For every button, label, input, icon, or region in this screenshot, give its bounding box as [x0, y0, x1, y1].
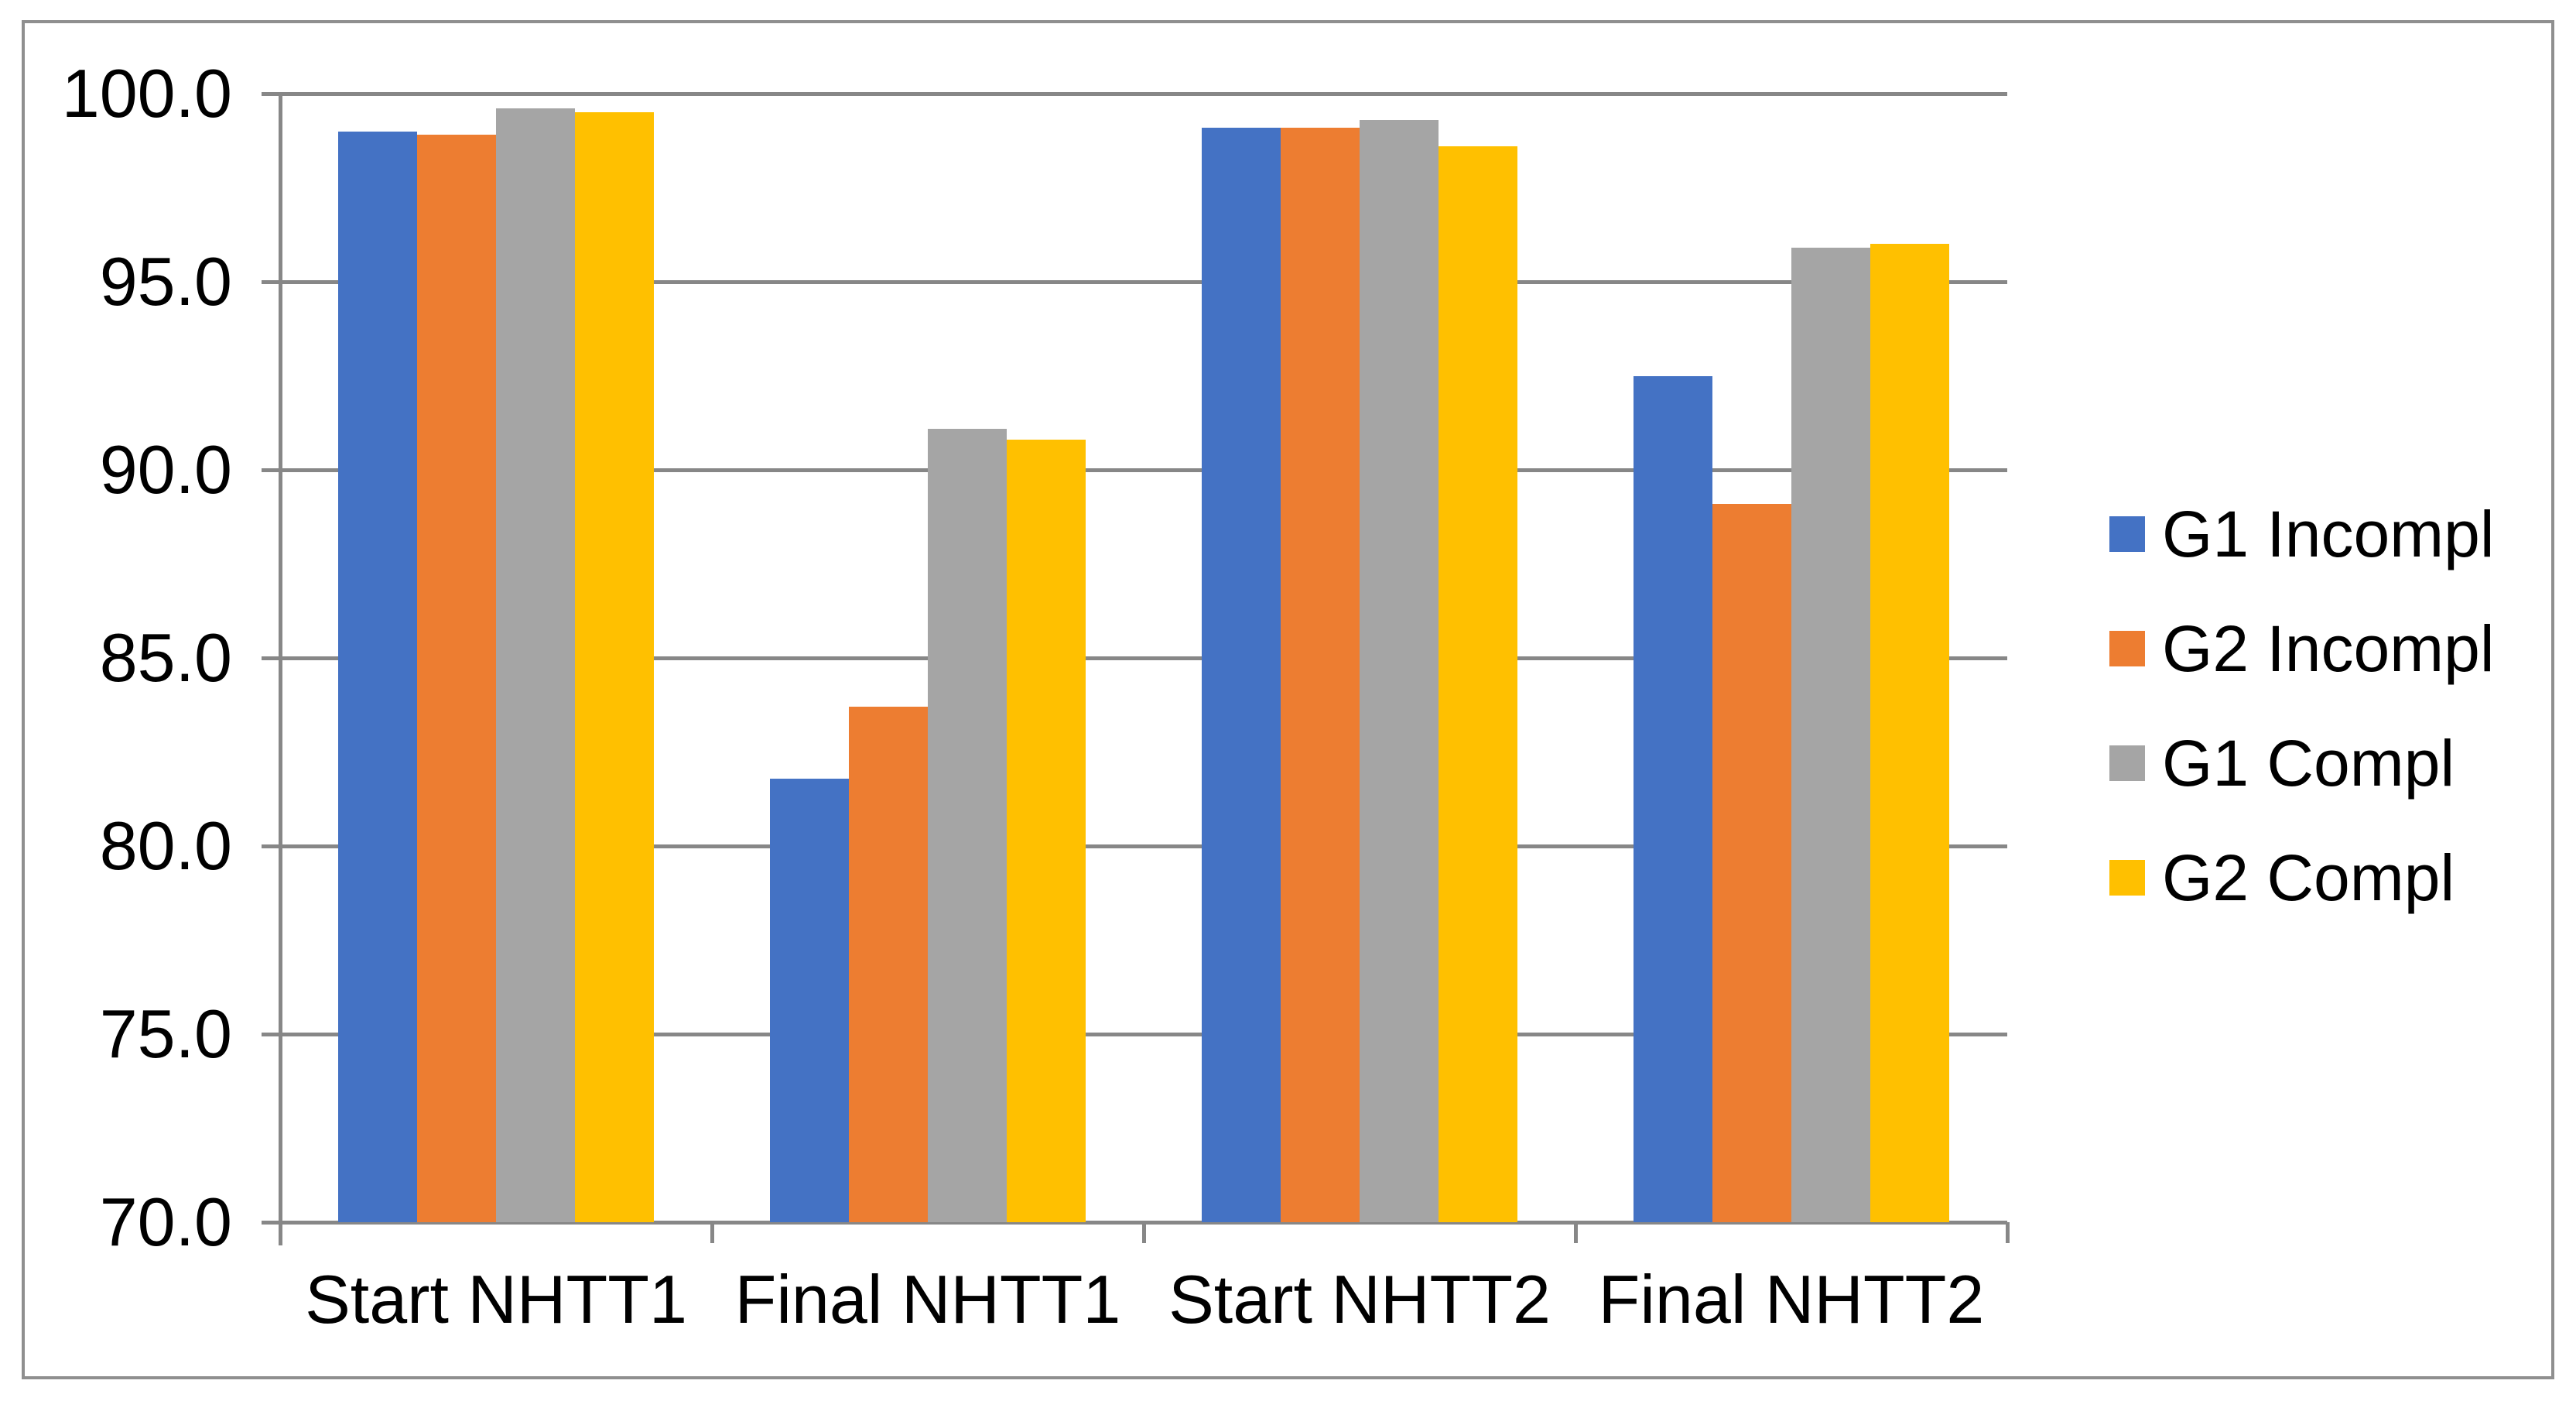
- bar-g2-compl-start-nhtt2: [1439, 146, 1517, 1222]
- x-axis-tick: [1141, 1222, 1146, 1243]
- bar-g1-compl-start-nhtt2: [1360, 120, 1439, 1222]
- bar-g2-incompl-final-nhtt1: [849, 707, 928, 1222]
- x-axis-category-label: Start NHTT2: [1168, 1261, 1551, 1338]
- gridline: [262, 468, 2007, 472]
- bar-g1-incompl-final-nhtt2: [1634, 375, 1712, 1222]
- chart-outer-border: [22, 20, 2554, 1379]
- bar-g2-compl-final-nhtt2: [1870, 244, 1949, 1222]
- y-axis-tick-label: 90.0: [99, 431, 232, 508]
- x-axis-tick: [278, 1222, 282, 1243]
- bar-g2-incompl-start-nhtt1: [417, 135, 496, 1222]
- y-axis-tick-label: 100.0: [61, 55, 232, 132]
- bar-g2-compl-start-nhtt1: [575, 112, 654, 1222]
- x-axis-category-label: Final NHTT2: [1598, 1261, 1985, 1338]
- y-axis-line: [278, 91, 282, 1245]
- x-axis-tick: [1573, 1222, 1578, 1243]
- bar-g1-compl-start-nhtt1: [496, 108, 575, 1222]
- x-axis-category-label: Final NHTT1: [734, 1261, 1121, 1338]
- bar-g1-incompl-final-nhtt1: [770, 778, 849, 1222]
- gridline: [262, 279, 2007, 284]
- x-axis-category-label: Start NHTT1: [305, 1261, 687, 1338]
- y-axis-tick-label: 95.0: [99, 243, 232, 320]
- bar-g2-incompl-start-nhtt2: [1281, 127, 1360, 1222]
- bar-g1-incompl-start-nhtt1: [338, 131, 417, 1222]
- bar-g1-compl-final-nhtt1: [928, 428, 1007, 1222]
- gridline: [262, 1032, 2007, 1036]
- x-axis-tick: [2005, 1222, 2010, 1243]
- y-axis-tick-label: 80.0: [99, 807, 232, 884]
- gridline: [262, 91, 2007, 96]
- bar-g2-compl-final-nhtt1: [1007, 440, 1086, 1222]
- bar-g1-compl-final-nhtt2: [1791, 248, 1870, 1222]
- gridline: [262, 656, 2007, 660]
- x-axis-tick: [710, 1222, 714, 1243]
- gridline: [262, 844, 2007, 848]
- y-axis-tick-label: 85.0: [99, 619, 232, 696]
- y-axis-tick-label: 75.0: [99, 995, 232, 1072]
- gridline: [262, 1220, 2007, 1225]
- y-axis-tick-label: 70.0: [99, 1183, 232, 1260]
- bar-g2-incompl-final-nhtt2: [1712, 503, 1791, 1222]
- bar-g1-incompl-start-nhtt2: [1202, 127, 1281, 1222]
